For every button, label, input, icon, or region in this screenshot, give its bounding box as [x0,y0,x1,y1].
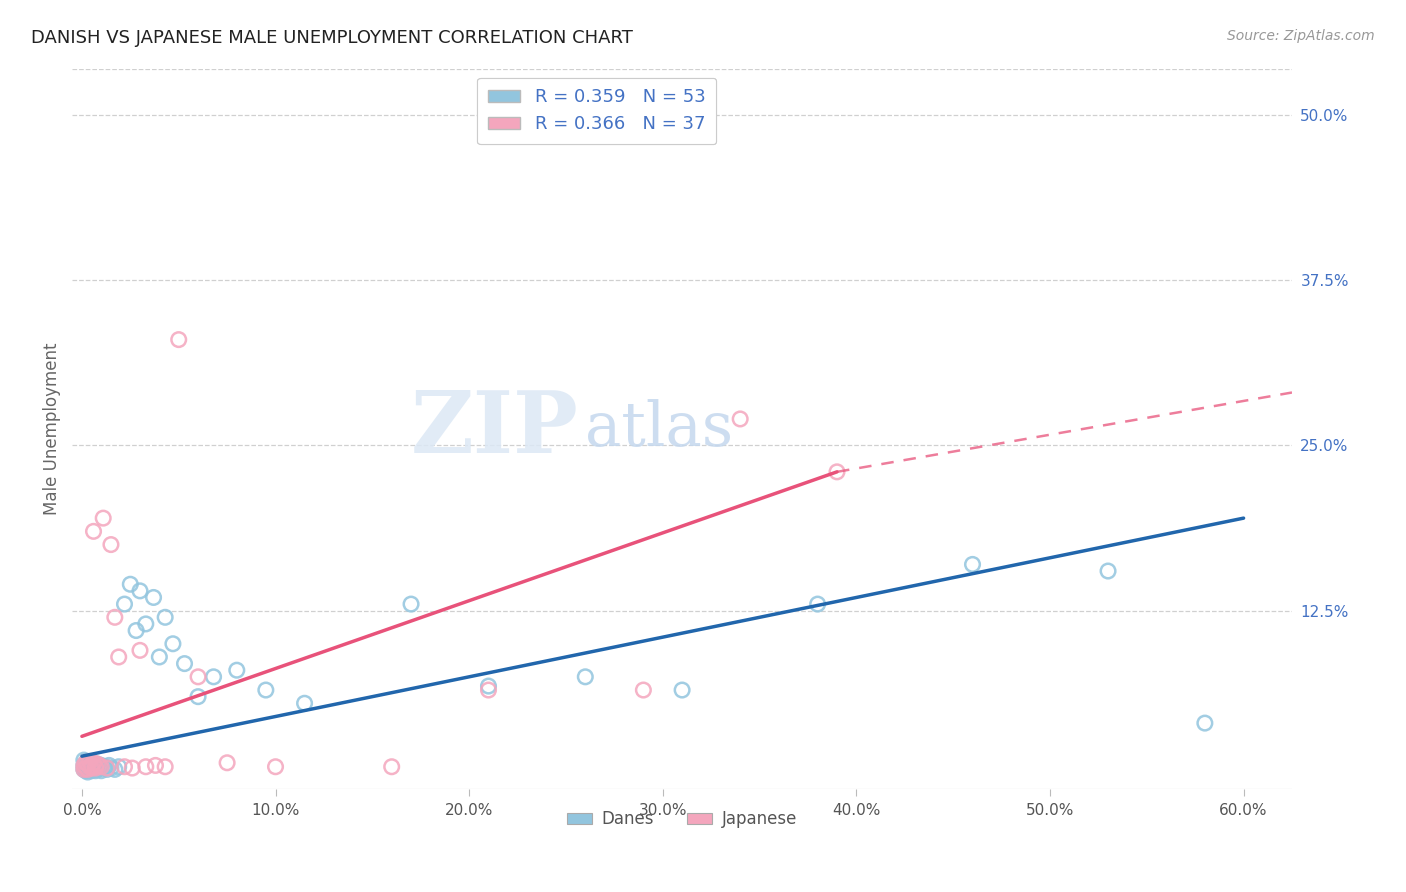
Point [225,663,247,677]
Legend: Danes, Japanese: Danes, Japanese [560,804,804,835]
Point [107,760,129,774]
Point [79,758,101,772]
Point [1194,716,1216,731]
Point [79,760,101,774]
Point [381,760,404,774]
Point [75,760,97,774]
Point [264,760,287,774]
Point [477,683,499,698]
Point [76,765,98,780]
Point [121,761,143,775]
Point [73,763,96,777]
Point [86,757,108,772]
Point [114,760,136,774]
Point [91,511,114,525]
Point [90,760,112,774]
Point [76,761,98,775]
Point [84,761,107,775]
Point [1097,564,1119,578]
Point [477,679,499,693]
Point [76,757,98,772]
Point [83,763,105,777]
Point [254,683,277,698]
Point [94,760,117,774]
Point [79,763,101,777]
Point [187,690,209,704]
Point [91,761,114,775]
Point [135,616,157,631]
Text: ZIP: ZIP [411,387,578,471]
Point [73,763,96,777]
Point [294,696,316,710]
Text: DANISH VS JAPANESE MALE UNEMPLOYMENT CORRELATION CHART: DANISH VS JAPANESE MALE UNEMPLOYMENT COR… [31,29,633,46]
Point [80,764,103,778]
Point [167,333,190,347]
Point [671,683,693,698]
Point [145,758,167,772]
Point [129,583,152,598]
Point [142,591,165,605]
Point [73,753,96,767]
Point [86,757,108,772]
Point [75,756,97,770]
Point [162,637,184,651]
Point [96,761,118,775]
Point [75,756,97,770]
Point [80,758,103,772]
Point [84,760,107,774]
Point [153,760,176,774]
Point [73,758,96,772]
Point [100,761,122,775]
Point [202,670,225,684]
Point [120,577,142,591]
Point [96,763,118,777]
Point [125,624,148,638]
Point [90,764,112,778]
Point [83,758,105,772]
Point [84,764,107,778]
Point [173,657,195,671]
Text: atlas: atlas [585,399,733,458]
Point [129,643,152,657]
Point [153,610,176,624]
Point [76,763,98,777]
Y-axis label: Male Unemployment: Male Unemployment [44,343,60,515]
Point [187,670,209,684]
Point [83,756,105,770]
Point [90,758,112,772]
Point [80,756,103,770]
Point [84,760,107,774]
Point [962,558,984,572]
Point [135,760,157,774]
Point [83,524,105,539]
Point [633,683,655,698]
Point [100,538,122,552]
Point [107,650,129,665]
Point [76,757,98,772]
Point [75,761,97,775]
Point [98,758,121,772]
Point [114,597,136,611]
Point [104,763,127,777]
Point [79,755,101,769]
Point [80,761,103,775]
Text: Source: ZipAtlas.com: Source: ZipAtlas.com [1227,29,1375,43]
Point [148,650,170,665]
Point [86,763,108,777]
Point [73,758,96,772]
Point [89,758,111,772]
Point [399,597,422,611]
Point [104,610,127,624]
Point [217,756,239,770]
Point [80,760,103,774]
Point [825,465,848,479]
Point [89,761,111,775]
Point [75,764,97,778]
Point [728,412,751,426]
Point [574,670,596,684]
Point [807,597,830,611]
